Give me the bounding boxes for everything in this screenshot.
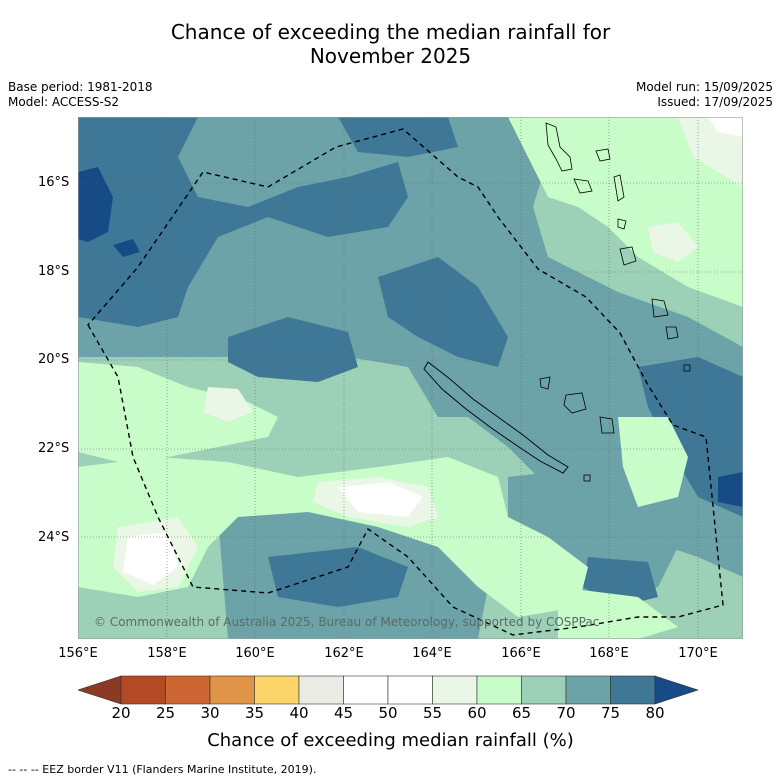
loyalty-island-2 bbox=[563, 392, 587, 414]
lon-label-170e: 170°E bbox=[678, 646, 718, 661]
colorbar-cell bbox=[476, 675, 522, 705]
colorbar bbox=[78, 675, 699, 705]
band-60-65-south bbox=[78, 457, 588, 617]
title-line-1: Chance of exceeding the median rainfall … bbox=[170, 20, 611, 44]
vanuatu-maewo bbox=[595, 148, 611, 162]
band-75-80-west bbox=[78, 117, 408, 327]
loyalty-island-1 bbox=[539, 376, 551, 390]
vanuatu-tanna bbox=[665, 326, 679, 340]
lat-label-18s: 18°S bbox=[38, 264, 70, 279]
eez-border bbox=[87, 128, 724, 636]
lat-label-20s: 20°S bbox=[38, 352, 70, 367]
band-75-80-west-center bbox=[228, 317, 358, 382]
colorbar-cell bbox=[521, 675, 567, 705]
band-60-65-west bbox=[78, 362, 278, 462]
colorbar-cell bbox=[165, 675, 211, 705]
band-55-60-west bbox=[203, 387, 253, 422]
graticule bbox=[78, 117, 743, 639]
lon-label-162e: 162°E bbox=[324, 646, 364, 661]
model-run: Model run: 15/09/2025 bbox=[635, 80, 773, 94]
vanuatu-efate bbox=[619, 246, 637, 266]
colorbar-tick-label: 70 bbox=[556, 704, 576, 722]
colorbar-tick-label: 20 bbox=[111, 704, 131, 722]
colorbar-cell bbox=[565, 675, 611, 705]
band-over-80-east bbox=[718, 472, 743, 507]
colorbar-tick-label: 80 bbox=[645, 704, 665, 722]
colorbar-tick-label: 30 bbox=[200, 704, 220, 722]
meta-right: Model run: 15/09/2025 Issued: 17/09/2025 bbox=[636, 80, 773, 110]
colorbar-tick-label: 25 bbox=[155, 704, 176, 722]
lat-label-24s: 24°S bbox=[38, 530, 70, 545]
eez-footnote: -- -- -- EEZ border V11 (Flanders Marine… bbox=[8, 763, 317, 776]
lon-label-168e: 168°E bbox=[589, 646, 629, 661]
colorbar-tick-label: 35 bbox=[244, 704, 265, 722]
map-frame bbox=[78, 117, 743, 639]
loyalty-island-3 bbox=[599, 416, 615, 434]
colorbar-cell bbox=[610, 675, 656, 705]
band-75-80-north bbox=[338, 117, 458, 157]
band-60-65-northeast bbox=[508, 117, 743, 307]
band-50-55-center bbox=[338, 482, 423, 517]
lon-label-156e: 156°E bbox=[58, 646, 98, 661]
colorbar-tick-label: 60 bbox=[467, 704, 487, 722]
issued-date: Issued: 17/09/2025 bbox=[657, 95, 773, 109]
lon-label-166e: 166°E bbox=[501, 646, 541, 661]
colorbar-cell bbox=[432, 675, 478, 705]
lon-label-158e: 158°E bbox=[147, 646, 187, 661]
band-75-80-center bbox=[378, 257, 508, 367]
colorbar-tick-label: 55 bbox=[422, 704, 443, 722]
colorbar-extend-high bbox=[654, 675, 699, 705]
vanuatu-malekula bbox=[573, 178, 593, 194]
colorbar-tick-label: 40 bbox=[289, 704, 309, 722]
colorbar-tick-label: 75 bbox=[600, 704, 621, 722]
band-50-55-southwest bbox=[123, 532, 178, 585]
colorbar-cell bbox=[209, 675, 255, 705]
colorbar-extend-low bbox=[78, 675, 122, 705]
colorbar-cell bbox=[387, 675, 433, 705]
map-copyright: © Commonwealth of Australia 2025, Bureau… bbox=[94, 615, 599, 629]
colorbar-cell bbox=[120, 675, 166, 705]
band-75-80-east bbox=[638, 357, 743, 517]
colorbar-label: Chance of exceeding median rainfall (%) bbox=[207, 730, 574, 751]
vanuatu-pentecost bbox=[613, 174, 625, 202]
title-line-2: November 2025 bbox=[309, 44, 472, 68]
rainfall-map: © Commonwealth of Australia 2025, Bureau… bbox=[78, 117, 743, 639]
band-70-75-north bbox=[78, 117, 743, 577]
band-over-80-west bbox=[78, 167, 113, 242]
vanuatu-aneityum bbox=[683, 364, 691, 372]
lon-label-164e: 164°E bbox=[412, 646, 452, 661]
colorbar-tick-label: 50 bbox=[378, 704, 398, 722]
band-60-65-southeast bbox=[558, 587, 678, 639]
vanuatu-santo bbox=[545, 122, 573, 172]
band-75-80-south bbox=[268, 547, 408, 607]
vanuatu-epi bbox=[617, 218, 627, 230]
isle-of-pines bbox=[583, 474, 591, 482]
colorbar-tick-label: 45 bbox=[333, 704, 354, 722]
new-caledonia-outline bbox=[423, 361, 569, 474]
meta-left: Base period: 1981-2018 Model: ACCESS-S2 bbox=[8, 80, 153, 110]
lat-label-22s: 22°S bbox=[38, 441, 70, 456]
lat-label-16s: 16°S bbox=[38, 175, 70, 190]
colorbar-cell bbox=[254, 675, 300, 705]
model-name: Model: ACCESS-S2 bbox=[8, 95, 120, 109]
band-55-60-east bbox=[648, 222, 698, 262]
band-60-65-east-island bbox=[618, 417, 688, 507]
lon-label-160e: 160°E bbox=[235, 646, 275, 661]
band-55-60-northeast bbox=[678, 117, 743, 187]
base-period: Base period: 1981-2018 bbox=[8, 80, 153, 94]
band-over-80-west-small bbox=[113, 239, 140, 257]
chart-title: Chance of exceeding the median rainfall … bbox=[0, 20, 781, 68]
colorbar-cell bbox=[298, 675, 344, 705]
band-50-55-northeast bbox=[708, 117, 743, 137]
colorbar-tick-label: 65 bbox=[511, 704, 532, 722]
vanuatu-erromango bbox=[651, 298, 669, 318]
colorbar-cell bbox=[343, 675, 389, 705]
